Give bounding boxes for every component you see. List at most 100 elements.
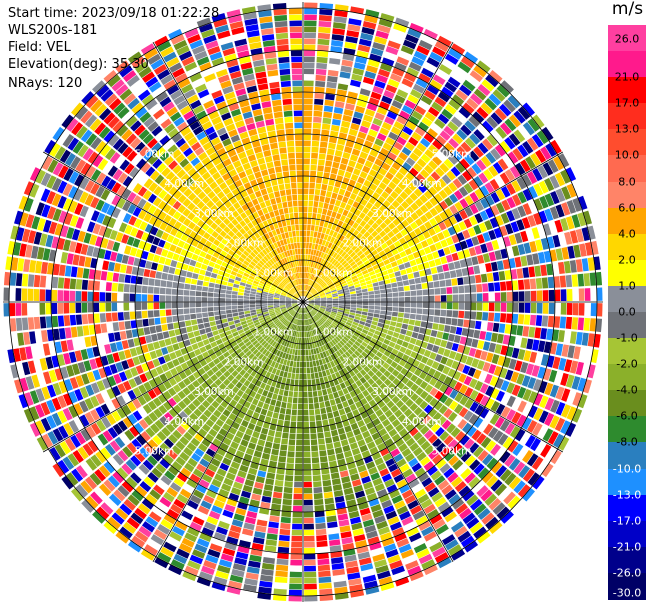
range-gate [329, 257, 335, 264]
range-gate [313, 110, 323, 117]
range-gate [303, 457, 311, 464]
range-gate [276, 288, 282, 293]
range-gate [365, 319, 372, 324]
range-gate [76, 267, 84, 278]
range-gate [381, 473, 392, 483]
range-gate [242, 433, 251, 442]
range-gate [303, 80, 314, 87]
range-gate [224, 503, 236, 513]
range-gate [392, 386, 401, 395]
range-gate [517, 191, 527, 204]
range-gate [499, 281, 507, 291]
range-gate [306, 292, 311, 298]
range-gate [577, 195, 588, 211]
range-gate [328, 272, 334, 278]
range-gate [339, 163, 347, 171]
range-gate [288, 322, 293, 329]
range-gate [231, 291, 238, 295]
range-gate [325, 247, 330, 254]
range-gate [347, 258, 354, 265]
range-gate [394, 327, 401, 333]
range-gate [305, 278, 308, 285]
range-gate [379, 222, 388, 230]
range-gate [102, 215, 111, 226]
range-gate [262, 376, 269, 384]
range-gate [473, 146, 484, 158]
range-gate [80, 243, 89, 255]
range-gate [484, 98, 498, 111]
range-gate [367, 154, 376, 163]
range-gate [383, 258, 391, 266]
range-gate [439, 211, 448, 221]
range-gate [148, 215, 158, 226]
range-gate [355, 195, 363, 204]
range-gate [177, 390, 187, 400]
range-gate [60, 366, 69, 379]
range-gate [398, 151, 408, 161]
range-gate [118, 273, 126, 283]
range-gate [210, 391, 219, 400]
range-gate [548, 369, 558, 383]
range-gate [338, 323, 345, 328]
range-gate [365, 355, 373, 362]
range-gate [324, 99, 335, 107]
range-gate [310, 330, 314, 337]
range-gate [473, 88, 487, 101]
range-gate [348, 241, 355, 249]
range-gate [463, 319, 470, 328]
range-gate [256, 336, 263, 342]
range-gate [434, 118, 446, 129]
range-gate [268, 366, 274, 373]
range-gate [340, 319, 347, 324]
range-gate [273, 303, 280, 305]
range-gate [304, 284, 307, 291]
range-gate [460, 124, 472, 136]
range-gate [261, 562, 275, 570]
range-gate [263, 342, 269, 349]
range-gate [49, 446, 61, 461]
range-gate [370, 123, 381, 132]
range-gate [62, 407, 73, 421]
range-gate [235, 348, 243, 355]
range-gate [403, 362, 412, 370]
range-gate [394, 576, 410, 587]
range-gate [552, 156, 564, 171]
range-gate [206, 227, 215, 235]
range-gate [227, 230, 235, 238]
range-gate [252, 411, 260, 419]
range-gate [355, 329, 362, 335]
range-gate [422, 289, 429, 296]
range-gate [527, 405, 538, 418]
range-gate [293, 343, 297, 349]
range-gate [187, 499, 199, 510]
range-gate [344, 292, 350, 296]
range-gate [228, 580, 242, 589]
range-gate [304, 313, 306, 320]
range-gate [308, 279, 312, 286]
range-gate [279, 450, 287, 457]
range-gate [261, 299, 268, 302]
range-gate [386, 345, 394, 353]
range-gate [507, 440, 519, 453]
range-gate [453, 260, 461, 269]
range-gate [147, 302, 154, 310]
range-gate [374, 294, 381, 298]
range-gate [332, 112, 343, 120]
range-gate [143, 476, 156, 488]
range-gate [299, 307, 302, 314]
range-gate [563, 260, 571, 274]
range-gate [184, 565, 199, 576]
range-gate [516, 268, 524, 279]
range-gate [256, 292, 262, 296]
range-gate [401, 489, 413, 499]
range-gate [418, 73, 431, 84]
range-gate [464, 206, 474, 217]
range-gate [477, 83, 491, 97]
range-gate [229, 574, 244, 583]
range-gate [158, 239, 166, 248]
range-gate [547, 159, 559, 173]
range-gate [345, 560, 358, 569]
range-gate [187, 192, 197, 202]
range-gate [232, 267, 239, 273]
range-gate [464, 120, 476, 132]
